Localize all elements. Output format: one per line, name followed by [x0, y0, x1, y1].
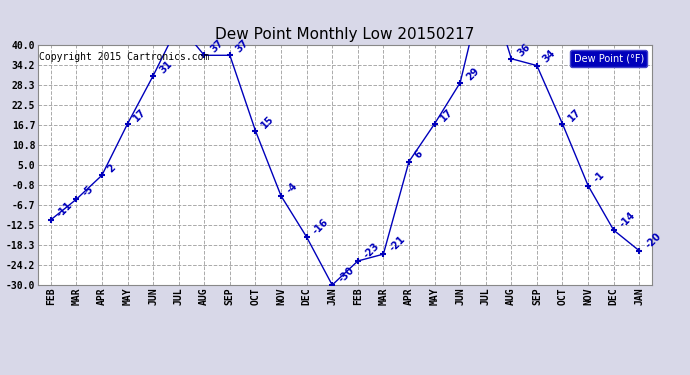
Text: 31: 31	[157, 58, 174, 75]
Text: 29: 29	[464, 65, 481, 82]
Text: -14: -14	[618, 210, 638, 230]
Text: 2: 2	[106, 163, 118, 174]
Text: -16: -16	[310, 217, 331, 236]
Text: 17: 17	[132, 106, 148, 123]
Text: 36: 36	[515, 41, 532, 58]
Text: -23: -23	[362, 241, 382, 260]
Text: -20: -20	[643, 231, 663, 250]
Text: 37: 37	[208, 38, 225, 54]
Text: 46: 46	[0, 374, 1, 375]
Text: 37: 37	[234, 38, 250, 54]
Text: -30: -30	[336, 265, 356, 284]
Text: -4: -4	[285, 180, 300, 195]
Text: -5: -5	[81, 184, 95, 198]
Text: 15: 15	[259, 113, 276, 130]
Text: -21: -21	[388, 234, 407, 254]
Text: 6: 6	[413, 149, 425, 161]
Text: -11: -11	[55, 200, 75, 219]
Text: 60: 60	[0, 374, 1, 375]
Legend: Dew Point (°F): Dew Point (°F)	[570, 50, 647, 67]
Text: -1: -1	[592, 170, 607, 185]
Title: Dew Point Monthly Low 20150217: Dew Point Monthly Low 20150217	[215, 27, 475, 42]
Text: 17: 17	[439, 106, 455, 123]
Text: 17: 17	[566, 106, 583, 123]
Text: Copyright 2015 Cartronics.com: Copyright 2015 Cartronics.com	[39, 52, 210, 62]
Text: 34: 34	[541, 48, 558, 65]
